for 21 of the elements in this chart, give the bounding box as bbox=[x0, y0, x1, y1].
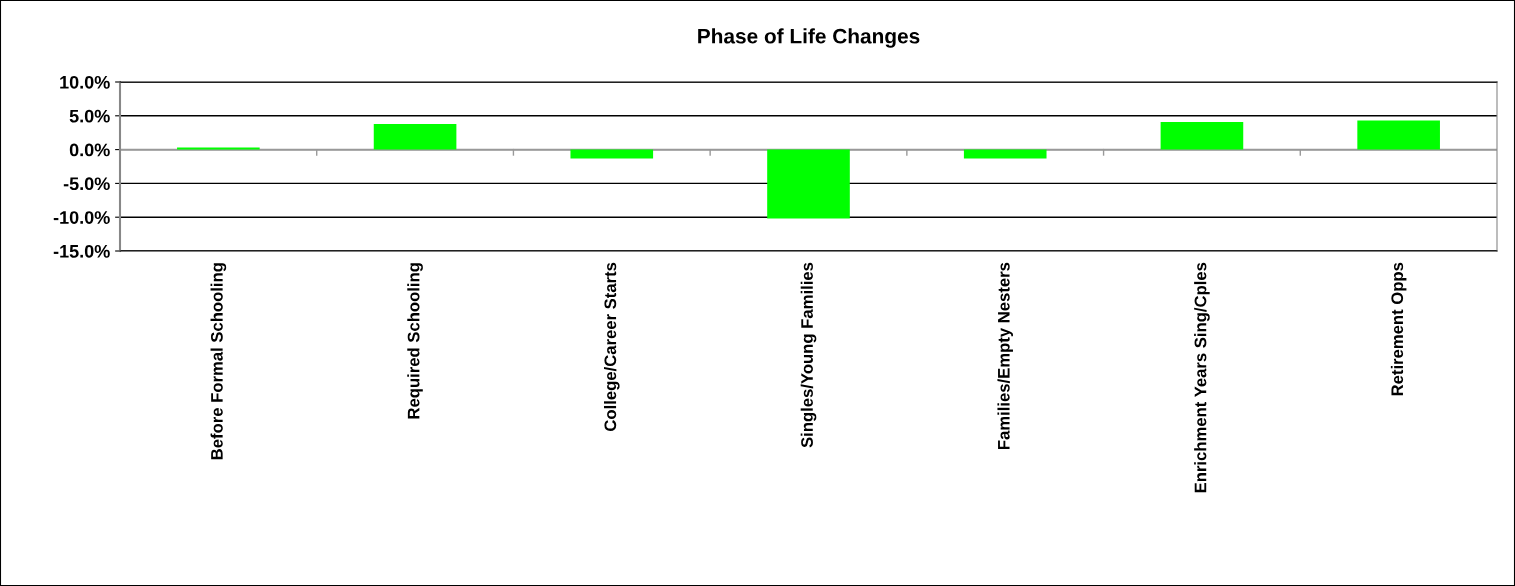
bar bbox=[1160, 121, 1244, 150]
y-tick-label: 10.0% bbox=[60, 75, 110, 89]
y-tick-label: -10.0% bbox=[53, 211, 110, 224]
x-tick-label: Families/Empty Nesters bbox=[997, 262, 1013, 450]
y-tick-label: 0.0% bbox=[69, 143, 110, 157]
x-tick-label: Required Schooling bbox=[407, 263, 423, 419]
y-tick-label: -15.0% bbox=[53, 244, 110, 258]
bar bbox=[963, 149, 1047, 159]
bar bbox=[373, 123, 457, 150]
chart-title: Phase of Life Changes bbox=[698, 28, 920, 48]
x-tick-label: Retirement Opps bbox=[1390, 262, 1407, 396]
bar bbox=[570, 149, 654, 159]
bar bbox=[1357, 120, 1440, 150]
x-tick-label: Enrichment Years Sing/Cples bbox=[1194, 262, 1210, 493]
bar bbox=[767, 149, 850, 219]
x-tick-label: College/Career Starts bbox=[603, 262, 620, 431]
y-tick-label: 5.0% bbox=[69, 109, 110, 123]
x-tick-label: Before Formal Schooling bbox=[210, 263, 227, 460]
x-tick-label: Singles/Young Families bbox=[800, 262, 817, 448]
bar bbox=[177, 147, 260, 150]
y-tick-label: -5.0% bbox=[63, 177, 110, 191]
